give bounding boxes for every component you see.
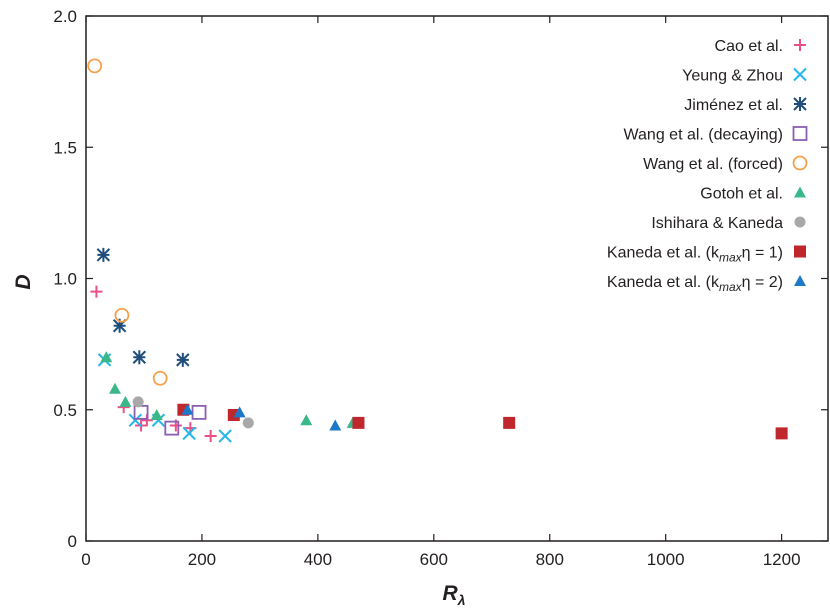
legend-marker xyxy=(794,186,806,198)
x-axis-title: Rλ xyxy=(443,582,466,608)
series-4 xyxy=(87,58,168,386)
series-7 xyxy=(177,403,788,440)
legend-label: Yeung & Zhou xyxy=(682,68,783,85)
data-point xyxy=(233,406,246,418)
data-point xyxy=(503,416,516,429)
legend-marker xyxy=(794,245,806,258)
data-point xyxy=(352,416,365,429)
legend-label: Cao et al. xyxy=(715,38,783,55)
legend-marker xyxy=(794,39,806,51)
series-8 xyxy=(181,403,342,431)
x-tick-label: 0 xyxy=(81,550,90,569)
data-point xyxy=(114,307,130,323)
legend-item: Yeung & Zhou xyxy=(682,67,807,85)
legend-label: Jiménez et al. xyxy=(684,97,783,114)
x-tick-label: 800 xyxy=(536,550,564,569)
data-point xyxy=(152,370,168,386)
data-point xyxy=(119,395,132,407)
data-point xyxy=(218,429,232,443)
data-point xyxy=(775,427,788,440)
data-point xyxy=(181,403,194,415)
data-point xyxy=(108,382,121,394)
x-tick-label: 600 xyxy=(420,550,448,569)
data-point xyxy=(90,285,103,298)
y-tick-label: 2.0 xyxy=(53,7,77,26)
legend-marker xyxy=(792,126,808,141)
legend-item: Kaneda et al. (kmaxη = 2) xyxy=(607,274,806,294)
series-6 xyxy=(132,396,254,429)
x-tick-label: 1000 xyxy=(647,550,685,569)
y-axis-title: D xyxy=(12,274,35,289)
legend-marker xyxy=(793,97,807,111)
x-tick-label: 1200 xyxy=(763,550,801,569)
legend-item: Ishihara & Kaneda xyxy=(651,215,806,232)
legend-label: Wang et al. (forced) xyxy=(643,156,783,173)
data-point xyxy=(176,352,190,367)
data-point xyxy=(128,413,142,427)
legend-marker xyxy=(793,67,807,82)
data-point xyxy=(100,351,113,363)
legend-label: Ishihara & Kaneda xyxy=(651,215,783,232)
legend-item: Kaneda et al. (kmaxη = 1) xyxy=(607,245,806,265)
data-point xyxy=(204,430,217,442)
y-tick-label: 0 xyxy=(68,532,77,551)
legend-label: Kaneda et al. (kmaxη = 1) xyxy=(607,245,783,265)
y-axis-ticks: 0 0.5 1.0 1.5 2.0 xyxy=(53,7,828,551)
legend-item: Wang et al. (decaying) xyxy=(624,126,808,144)
data-point xyxy=(164,420,180,436)
x-tick-label: 400 xyxy=(304,550,332,569)
x-axis-ticks: 0 200 400 600 800 1000 1200 xyxy=(81,16,801,569)
legend-item: Gotoh et al. xyxy=(700,186,806,203)
series-5 xyxy=(100,351,359,428)
data-point xyxy=(300,414,313,426)
series-1 xyxy=(97,353,232,443)
y-tick-label: 1.5 xyxy=(53,138,77,157)
legend-label: Kaneda et al. (kmaxη = 2) xyxy=(607,274,783,294)
data-point xyxy=(132,350,147,365)
legend-label: Gotoh et al. xyxy=(700,186,783,203)
series-2 xyxy=(96,247,190,367)
data-point xyxy=(191,404,207,420)
data-points xyxy=(87,58,788,443)
data-point xyxy=(150,409,163,420)
data-point xyxy=(112,318,127,333)
data-point xyxy=(329,419,342,431)
legend-label: Wang et al. (decaying) xyxy=(624,127,783,144)
data-point xyxy=(96,247,111,262)
legend-marker xyxy=(794,216,806,228)
y-tick-label: 1.0 xyxy=(53,270,77,289)
data-point xyxy=(133,404,149,420)
data-point xyxy=(182,426,196,441)
data-point xyxy=(87,58,103,74)
legend-item: Cao et al. xyxy=(715,38,806,55)
y-tick-label: 0.5 xyxy=(53,401,77,420)
data-point xyxy=(242,417,254,429)
legend-marker xyxy=(794,275,806,286)
legend: Cao et al. Yeung & Zhou Jiménez et al. Wang… xyxy=(607,38,808,294)
legend-item: Jiménez et al. xyxy=(684,97,807,114)
data-point xyxy=(132,396,144,408)
legend-item: Wang et al. (forced) xyxy=(643,155,808,173)
legend-marker xyxy=(792,155,808,171)
x-tick-label: 200 xyxy=(188,550,216,569)
